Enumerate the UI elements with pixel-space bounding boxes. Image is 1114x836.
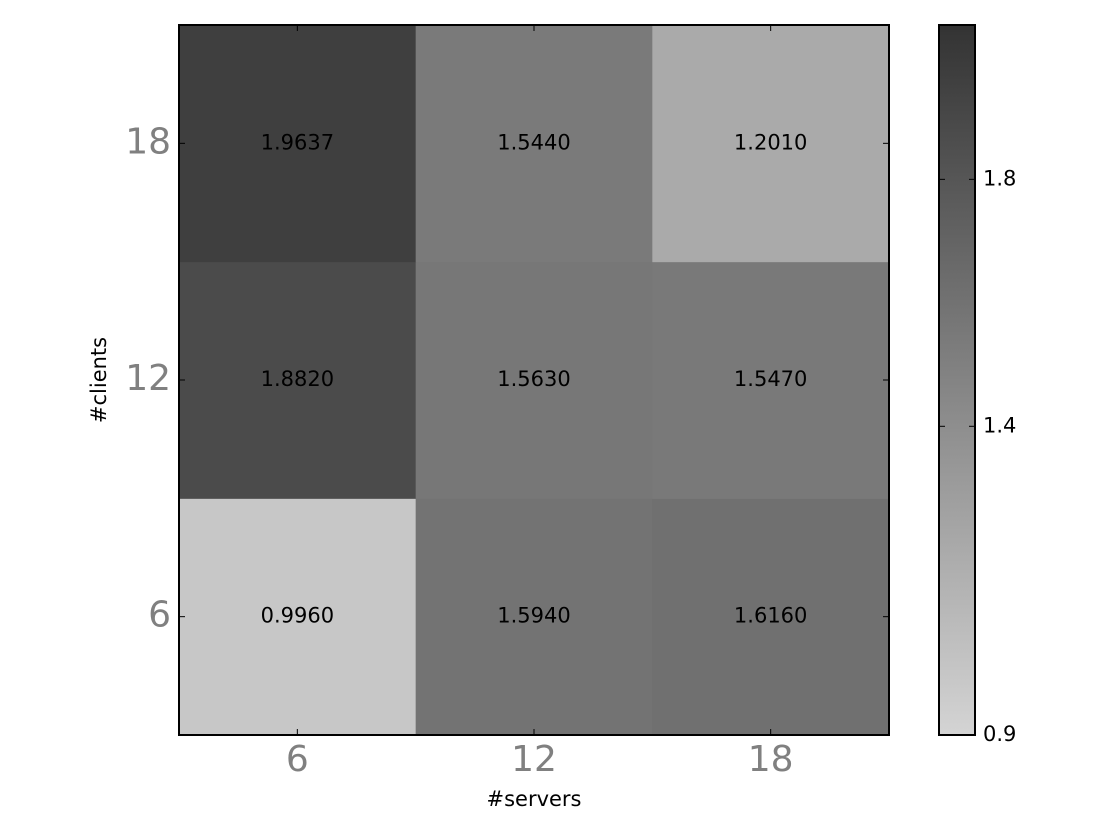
x-tick-label: 6 bbox=[286, 739, 309, 780]
heatmap-cell bbox=[652, 261, 890, 499]
y-tick-label: 12 bbox=[125, 358, 171, 399]
cell-label: 1.5440 bbox=[497, 130, 570, 154]
cell-label: 1.9637 bbox=[261, 130, 334, 154]
heatmap-cell bbox=[415, 261, 653, 499]
x-tick-label: 18 bbox=[748, 739, 794, 780]
cell-label: 1.2010 bbox=[734, 130, 807, 154]
cell-label: 1.8820 bbox=[261, 367, 334, 391]
heatmap-cell bbox=[179, 25, 417, 263]
heatmap-cell bbox=[179, 261, 417, 499]
y-tick-label: 6 bbox=[148, 595, 171, 636]
y-tick-label: 18 bbox=[125, 121, 171, 162]
heatmap-cell bbox=[652, 25, 890, 263]
colorbar bbox=[938, 24, 976, 736]
x-tick-label: 12 bbox=[511, 739, 557, 780]
cell-label: 1.5940 bbox=[497, 604, 570, 628]
colorbar-tick-label: 1.8 bbox=[983, 166, 1016, 190]
cell-label: 1.5630 bbox=[497, 367, 570, 391]
heatmap-cell bbox=[415, 498, 653, 736]
cell-label: 1.6160 bbox=[734, 604, 807, 628]
cell-label: 1.5470 bbox=[734, 367, 807, 391]
y-axis-label: #clients bbox=[87, 337, 111, 423]
colorbar-tick-label: 0.9 bbox=[983, 722, 1016, 746]
heatmap-cell bbox=[652, 498, 890, 736]
heatmap-cell bbox=[415, 25, 653, 263]
heatmap-cell bbox=[179, 498, 417, 736]
x-axis-label: #servers bbox=[486, 787, 581, 811]
colorbar-tick-label: 1.4 bbox=[983, 413, 1016, 437]
cell-label: 0.9960 bbox=[261, 604, 334, 628]
